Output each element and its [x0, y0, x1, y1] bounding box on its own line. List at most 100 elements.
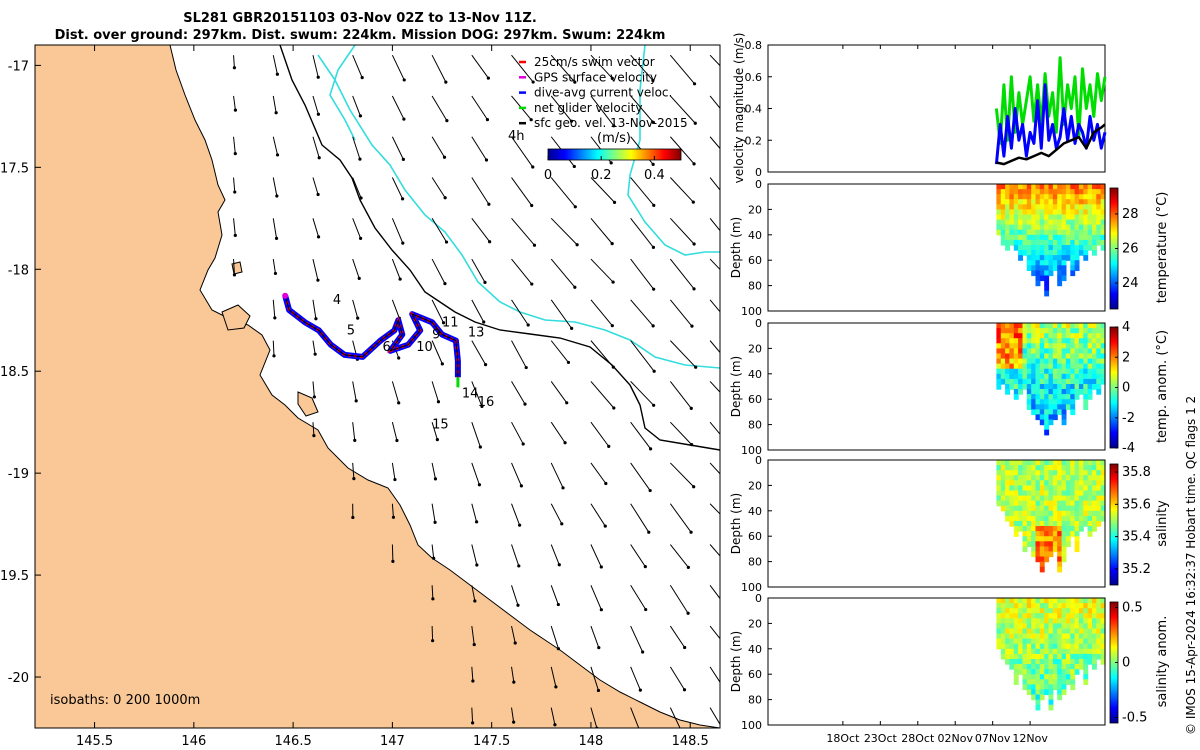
section-cell: [1005, 659, 1010, 665]
section-cell: [1078, 245, 1084, 251]
section-cell: [1092, 234, 1097, 241]
section-cell: [996, 378, 1002, 385]
section-cell: [1057, 485, 1063, 492]
section-cell: [1052, 328, 1058, 334]
section-cell: [1074, 664, 1080, 670]
section-cell: [1061, 245, 1067, 251]
section-cell: [1092, 638, 1097, 645]
section-cell: [1022, 214, 1028, 221]
section-cell: [1074, 505, 1080, 512]
section-cell: [1096, 214, 1102, 221]
section-cell: [1057, 603, 1063, 609]
section-cell: [1061, 521, 1067, 527]
vector-head: [517, 564, 521, 568]
section-cell: [1078, 659, 1084, 665]
vector-head: [651, 120, 655, 124]
section-cell: [1061, 674, 1067, 680]
map-xtick-label: 148.5: [672, 734, 709, 749]
section-cell: [1000, 505, 1006, 512]
section-cell: [1078, 505, 1084, 512]
section-cell: [1035, 338, 1041, 344]
island-1: [221, 304, 251, 331]
vector-head: [401, 157, 405, 161]
section-cell: [1044, 250, 1050, 256]
vector-arrow: [709, 462, 720, 475]
section-cell: [1065, 531, 1071, 537]
section-cell: [1048, 633, 1054, 640]
vector-head: [597, 646, 601, 650]
section-cell: [1013, 209, 1019, 216]
section-cell: [1052, 373, 1058, 380]
section-cell: [1092, 239, 1097, 246]
vector-head: [401, 241, 405, 245]
section-cell: [1048, 348, 1054, 355]
section-cell: [1035, 694, 1041, 701]
section-cell: [1022, 373, 1028, 380]
vector-arrow: [352, 381, 357, 401]
section-cell: [1070, 633, 1076, 640]
section-cell: [1022, 674, 1028, 680]
section-cell: [1078, 214, 1084, 221]
section-cell: [1031, 684, 1037, 691]
vector-arrow: [550, 462, 564, 489]
section-cell: [1052, 490, 1058, 497]
section-cell: [1044, 546, 1050, 553]
section-cell: [1092, 328, 1097, 334]
section-cell: [996, 618, 1002, 624]
vector-head: [692, 162, 696, 166]
section-cell: [996, 598, 1002, 604]
vector-head: [512, 720, 516, 724]
section-cell: [1065, 643, 1071, 650]
section-cell: [1044, 338, 1050, 344]
section-cell: [1048, 541, 1054, 547]
section-cell: [1026, 373, 1032, 380]
section-cell: [1078, 338, 1084, 344]
section-cell: [1083, 328, 1089, 334]
section-cell: [1026, 495, 1032, 502]
section-cell: [1018, 255, 1023, 261]
vector-head: [692, 82, 697, 86]
day-label: 15: [432, 417, 449, 432]
section-cell: [1018, 250, 1023, 256]
section-cell: [1022, 521, 1028, 527]
section-cell: [1009, 338, 1015, 344]
section-cell: [1026, 623, 1032, 630]
section-cell: [1013, 623, 1019, 630]
section-cell: [1070, 628, 1076, 635]
vector-head: [402, 117, 406, 121]
section-cell: [1009, 184, 1015, 190]
section-cell: [1026, 358, 1032, 365]
vector-head: [532, 243, 537, 247]
section-cell: [1078, 623, 1084, 630]
section-cell: [1044, 404, 1050, 410]
section-cell: [1044, 429, 1050, 436]
section-cell: [1061, 653, 1067, 660]
section-cell: [1083, 480, 1089, 486]
section-cell: [1092, 353, 1097, 360]
vector-arrow: [709, 625, 720, 640]
section-cell: [1005, 608, 1010, 614]
section-cell: [1061, 323, 1067, 329]
section-cell: [1018, 373, 1023, 380]
section-cell: [996, 368, 1002, 375]
section-cell: [1052, 265, 1058, 271]
vector-head: [480, 404, 484, 409]
section-cell: [1044, 239, 1050, 246]
section-cell: [1052, 245, 1058, 251]
vector-head: [692, 287, 696, 291]
section-cell: [996, 500, 1002, 507]
vector-head: [651, 245, 656, 249]
section-cell: [1092, 618, 1097, 624]
section-cell: [1026, 480, 1032, 486]
section-cell: [1031, 399, 1037, 405]
section-cell: [1052, 643, 1058, 650]
section-cell: [996, 348, 1002, 355]
section-cell: [1018, 613, 1023, 619]
section-cell: [1057, 328, 1063, 334]
section-cell: [1035, 184, 1041, 190]
section-cell: [1031, 551, 1037, 558]
vector-head: [471, 679, 475, 683]
section-cell: [1096, 368, 1102, 375]
